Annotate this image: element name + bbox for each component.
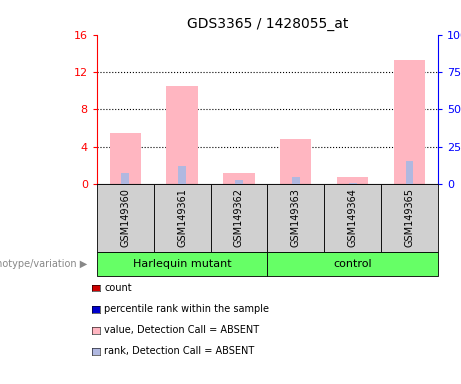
Bar [337,177,368,184]
Bar [223,173,254,184]
Text: GSM149364: GSM149364 [348,189,358,247]
Bar [166,86,198,184]
Title: GDS3365 / 1428055_at: GDS3365 / 1428055_at [187,17,348,31]
Text: value, Detection Call = ABSENT: value, Detection Call = ABSENT [104,325,259,335]
Text: percentile rank within the sample: percentile rank within the sample [104,304,269,314]
Bar [394,60,425,184]
Bar [292,177,300,184]
Text: GSM149365: GSM149365 [404,189,414,247]
Bar [178,166,186,184]
Bar [97,184,154,252]
Text: control: control [333,259,372,269]
Bar [110,133,141,184]
Bar [121,173,129,184]
Text: GSM149362: GSM149362 [234,189,244,247]
Bar [280,139,312,184]
Bar [211,184,267,252]
Text: GSM149361: GSM149361 [177,189,187,247]
Text: count: count [104,283,132,293]
Bar [267,252,438,276]
Bar [324,184,381,252]
Text: GSM149363: GSM149363 [291,189,301,247]
Bar [381,184,438,252]
Text: Harlequin mutant: Harlequin mutant [133,259,231,269]
Bar [349,183,356,184]
Text: rank, Detection Call = ABSENT: rank, Detection Call = ABSENT [104,346,254,356]
Bar [97,252,267,276]
Bar [235,180,243,184]
Text: GSM149360: GSM149360 [120,189,130,247]
Bar [154,184,211,252]
Bar [267,184,324,252]
Bar [406,161,414,184]
Text: genotype/variation ▶: genotype/variation ▶ [0,259,88,269]
